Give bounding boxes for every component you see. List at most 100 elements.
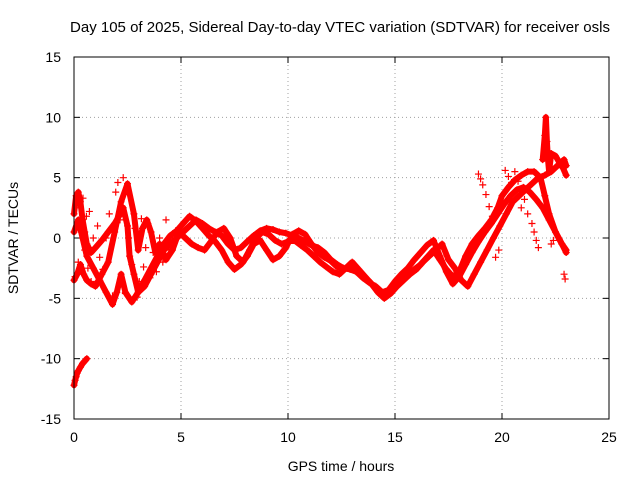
series-late-scatter — [524, 210, 569, 283]
data-point — [559, 164, 567, 172]
x-tick-label: 5 — [177, 429, 185, 445]
data-point — [233, 252, 241, 260]
data-point — [301, 230, 309, 238]
data-point — [84, 264, 92, 272]
data-point — [464, 282, 472, 290]
data-point — [205, 224, 213, 232]
data-point — [365, 279, 373, 287]
data-point — [391, 277, 399, 285]
data-point — [496, 222, 504, 230]
data-point — [282, 244, 290, 252]
data-point — [335, 270, 343, 278]
data-point — [271, 236, 279, 244]
data-point — [102, 288, 110, 296]
data-point — [159, 258, 167, 266]
data-point — [186, 222, 194, 230]
data-point — [504, 183, 512, 191]
data-point — [128, 298, 136, 306]
data-point — [524, 210, 532, 218]
x-tick-label: 0 — [70, 429, 78, 445]
data-point — [530, 168, 538, 176]
data-point — [89, 234, 97, 242]
data-point — [218, 246, 226, 254]
data-point — [438, 240, 446, 248]
data-point — [560, 270, 568, 278]
data-point — [430, 236, 438, 244]
data-point — [327, 257, 335, 265]
data-point — [87, 277, 95, 285]
data-point — [269, 226, 277, 234]
data-point — [468, 248, 476, 256]
data-point — [147, 264, 155, 272]
data-point — [487, 220, 495, 228]
data-point — [226, 234, 234, 242]
data-point — [117, 198, 125, 206]
data-point — [104, 258, 112, 266]
data-point — [126, 252, 134, 260]
data-point — [265, 230, 273, 238]
data-point — [314, 248, 322, 256]
data-point — [224, 258, 232, 266]
data-point — [162, 216, 170, 224]
data-point — [498, 192, 506, 200]
data-point — [188, 240, 196, 248]
data-point — [77, 228, 85, 236]
data-point — [509, 198, 517, 206]
data-point — [534, 174, 542, 182]
data-point — [310, 252, 318, 260]
data-point — [218, 232, 226, 240]
data-point — [74, 188, 82, 196]
y-tick-label: 10 — [45, 109, 61, 125]
data-point — [134, 288, 142, 296]
data-point — [483, 246, 491, 254]
y-tick-label: -15 — [41, 411, 61, 427]
plot-frame — [73, 56, 610, 420]
data-point — [423, 241, 431, 249]
data-point — [488, 212, 496, 220]
data-point — [74, 367, 82, 375]
data-point — [91, 280, 99, 288]
x-tick-label: 10 — [280, 429, 296, 445]
data-point — [543, 137, 551, 145]
data-point — [135, 277, 143, 285]
data-point — [172, 227, 180, 235]
data-point — [380, 294, 388, 302]
data-point — [513, 186, 521, 194]
data-point — [308, 240, 316, 248]
data-point — [556, 159, 564, 167]
data-point — [530, 228, 538, 236]
data-point — [130, 270, 138, 278]
data-point — [547, 150, 555, 158]
data-point — [213, 228, 221, 236]
data-point — [282, 229, 290, 237]
data-point — [243, 252, 251, 260]
data-point — [201, 246, 209, 254]
data-point — [79, 194, 87, 202]
data-point — [558, 240, 566, 248]
data-point — [552, 228, 559, 236]
data-point — [71, 273, 79, 281]
data-point — [549, 236, 557, 244]
data-point — [477, 175, 485, 183]
data-point — [323, 263, 331, 271]
data-point — [114, 178, 122, 186]
series-dense-markers — [71, 166, 528, 301]
data-point — [79, 234, 87, 242]
data-point — [329, 268, 337, 276]
x-axis-label: GPS time / hours — [288, 458, 395, 474]
data-point — [425, 252, 433, 260]
y-tick-label: 0 — [53, 230, 61, 246]
data-point — [532, 236, 540, 244]
data-point — [76, 363, 84, 371]
data-point — [96, 276, 104, 284]
data-point — [179, 220, 187, 228]
data-point — [109, 300, 117, 308]
y-tick-label: 15 — [45, 49, 61, 65]
data-point — [507, 192, 515, 200]
data-point — [250, 240, 258, 248]
data-point — [534, 244, 542, 252]
data-point — [449, 280, 457, 288]
data-point — [511, 168, 519, 176]
data-point — [104, 228, 112, 236]
